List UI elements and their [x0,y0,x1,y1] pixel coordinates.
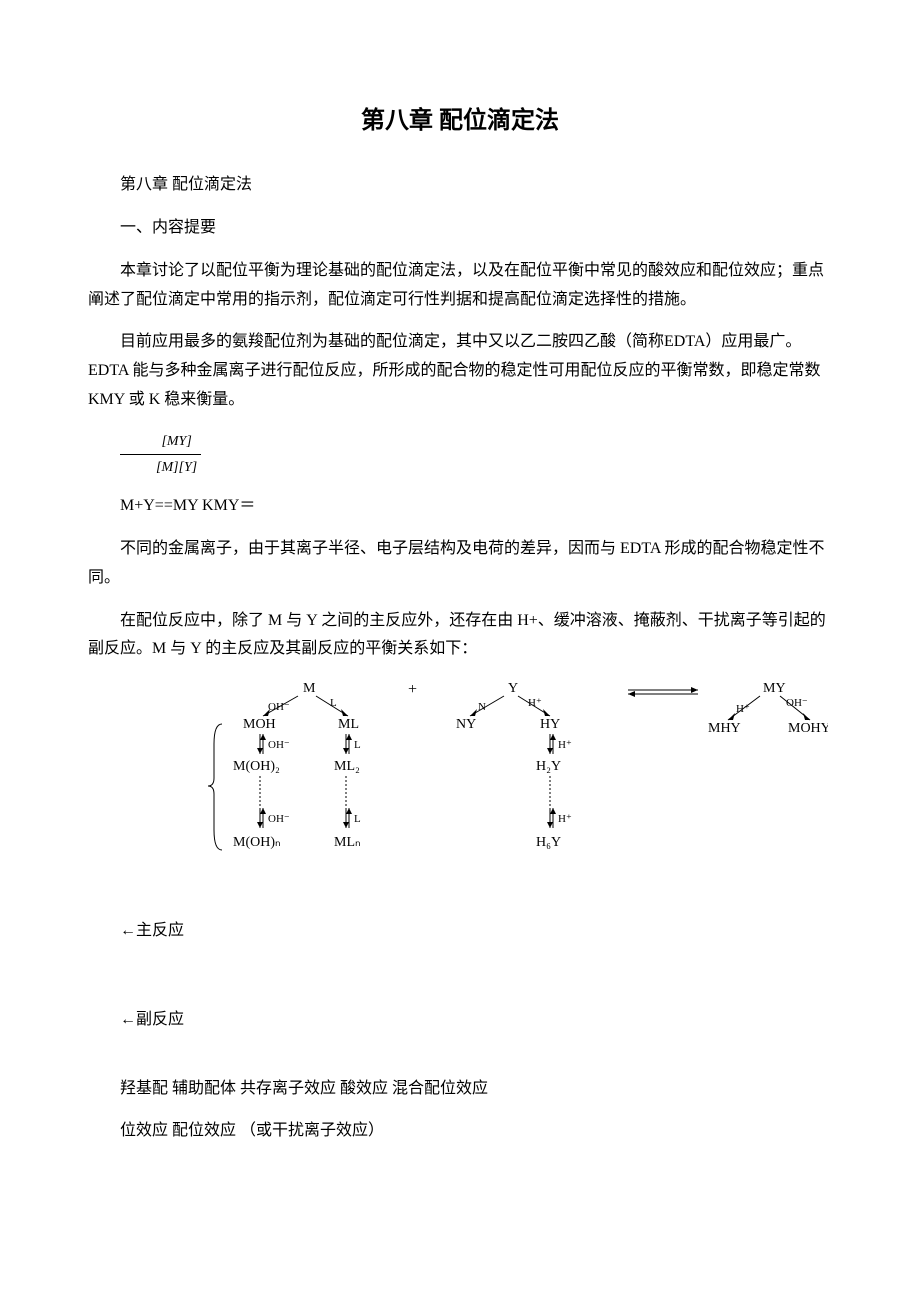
label-OHm-1: OH⁻ [268,739,290,751]
label-Hplus-top: H⁺ [528,697,542,709]
node-MOH2: M(OH)₂ [233,759,280,774]
fraction-kmy: [MY] [M][Y] [88,429,832,480]
node-ML2: ML₂ [334,759,360,774]
arrow-main-reaction: ←主反应 [88,917,832,946]
section-heading: 一、内容提要 [88,214,832,243]
node-H2Y: H₂Y [536,759,561,774]
node-NY: NY [456,717,476,732]
reaction-diagram: M OH⁻ L MOH ML OH⁻ L M(OH)₂ ML₂ OH⁻ L [208,678,832,889]
node-MOH: MOH [243,717,276,732]
arrow-side-reaction: ←副反应 [88,1006,832,1035]
label-OHm-2: OH⁻ [268,813,290,825]
node-M: M [303,681,316,696]
paragraph-side-reactions: 在配位反应中，除了 M 与 Y 之间的主反应外，还存在由 H+、缓冲溶液、掩蔽剂… [88,607,832,665]
node-ML: ML [338,717,359,732]
effects-line-1: 羟基配 辅助配体 共存离子效应 酸效应 混合配位效应 [88,1075,832,1104]
label-L-2: L [354,813,361,825]
node-MOHY: MOHY [788,721,828,736]
node-MY: MY [763,681,786,696]
node-MOHn: M(OH)ₙ [233,835,281,850]
label-Hplus-my: H⁺ [736,703,750,715]
node-MHY: MHY [708,721,741,736]
plus-sign: + [408,681,417,698]
effects-line-2: 位效应 配位效应 （或干扰离子效应） [88,1117,832,1146]
label-L-1: L [354,739,361,751]
chapter-line: 第八章 配位滴定法 [88,171,832,200]
fraction-denominator: [M][Y] [120,455,201,480]
label-L-top: L [330,697,337,709]
page-title: 第八章 配位滴定法 [88,100,832,143]
label-Hplus-1: H⁺ [558,739,572,751]
label-N: N [478,701,486,713]
label-Hplus-2: H⁺ [558,813,572,825]
node-MLn: MLₙ [334,835,361,850]
node-H6Y: H₆Y [536,835,561,850]
paragraph-intro: 本章讨论了以配位平衡为理论基础的配位滴定法，以及在配位平衡中常见的酸效应和配位效… [88,257,832,315]
equation-line: M+Y==MY KMY＝ [88,492,832,521]
fraction-numerator: [MY] [120,429,201,455]
node-Y: Y [508,681,518,696]
label-OHm-my: OH⁻ [786,697,808,709]
paragraph-edta: 目前应用最多的氨羧配位剂为基础的配位滴定，其中又以乙二胺四乙酸（简称EDTA）应… [88,328,832,414]
label-OHm-top: OH⁻ [268,701,290,713]
node-HY: HY [540,717,560,732]
paragraph-stability: 不同的金属离子，由于其离子半径、电子层结构及电荷的差异，因而与 EDTA 形成的… [88,535,832,593]
